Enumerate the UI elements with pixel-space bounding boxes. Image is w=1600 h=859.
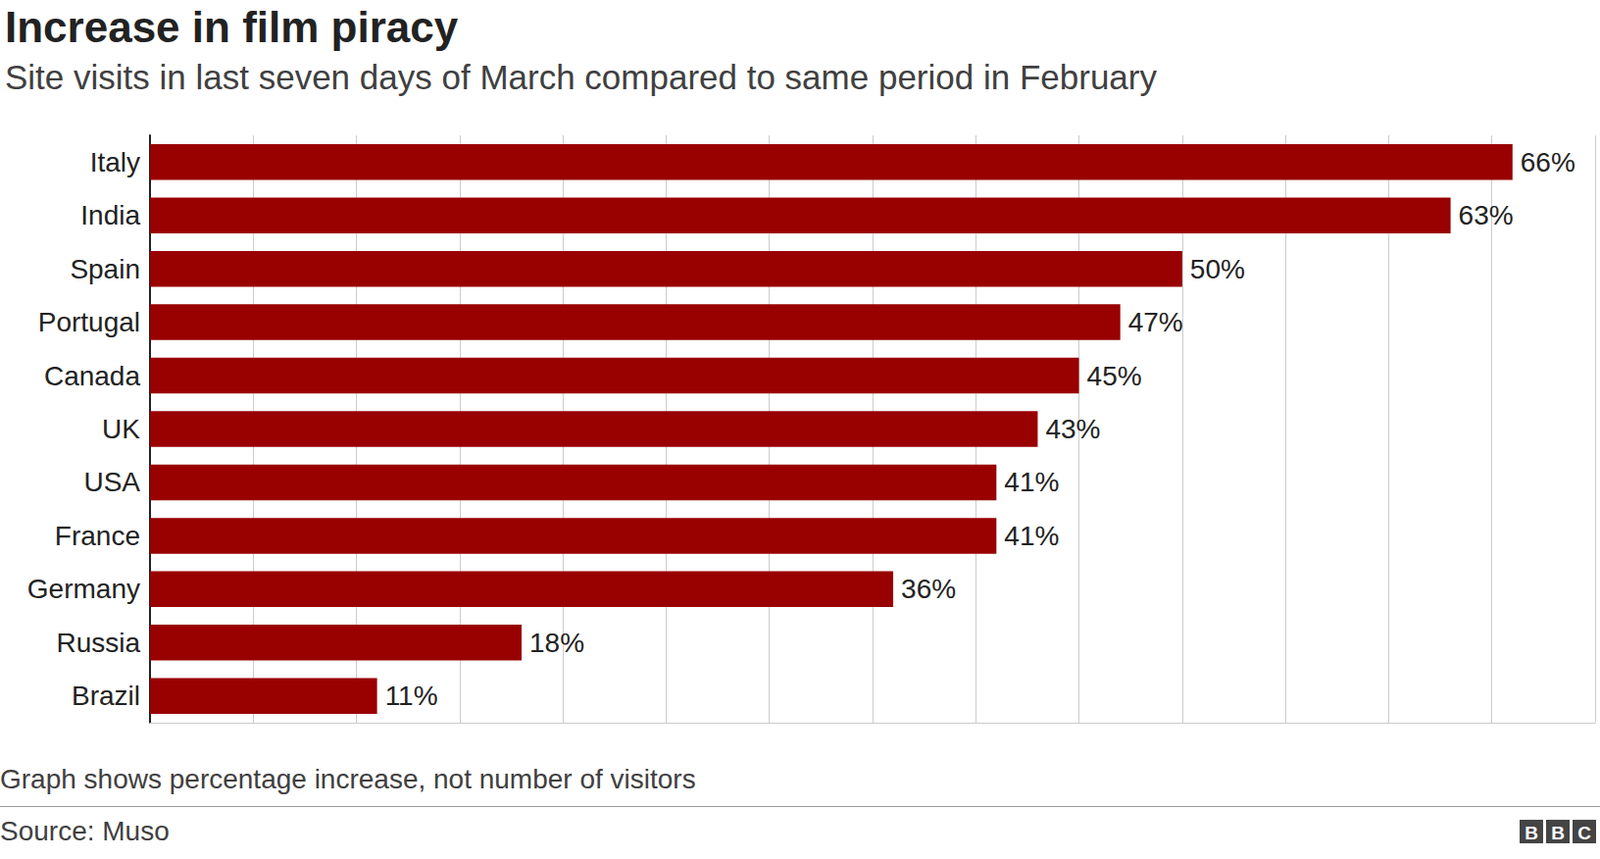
svg-text:45%: 45% [1087,360,1143,392]
svg-text:USA: USA [83,466,141,498]
svg-text:B: B [1524,822,1539,844]
svg-text:43%: 43% [1045,413,1100,445]
svg-text:B: B [1550,822,1565,844]
svg-text:41%: 41% [1003,466,1059,498]
svg-text:18%: 18% [529,627,585,658]
svg-text:63%: 63% [1458,200,1514,231]
svg-text:Graph shows percentage increas: Graph shows percentage increase, not num… [0,763,697,795]
svg-text:Brazil: Brazil [71,680,141,711]
svg-text:Portugal: Portugal [38,306,141,338]
svg-text:66%: 66% [1520,147,1576,178]
svg-text:Russia: Russia [55,627,141,658]
svg-text:Germany: Germany [27,573,141,604]
svg-text:Site visits in last seven days: Site visits in last seven days of March … [4,57,1157,97]
svg-text:C: C [1577,822,1592,844]
svg-text:Spain: Spain [69,253,141,285]
svg-text:11%: 11% [385,680,439,711]
svg-text:Source: Muso: Source: Muso [0,815,170,847]
svg-text:Increase in film piracy: Increase in film piracy [4,2,459,51]
svg-text:50%: 50% [1190,253,1246,285]
svg-text:41%: 41% [1003,520,1059,551]
svg-text:France: France [54,520,141,551]
svg-text:36%: 36% [900,573,956,604]
svg-text:India: India [80,200,141,231]
svg-text:Italy: Italy [90,147,141,178]
svg-text:47%: 47% [1128,306,1184,338]
svg-text:UK: UK [101,413,141,445]
svg-text:Canada: Canada [44,360,142,392]
